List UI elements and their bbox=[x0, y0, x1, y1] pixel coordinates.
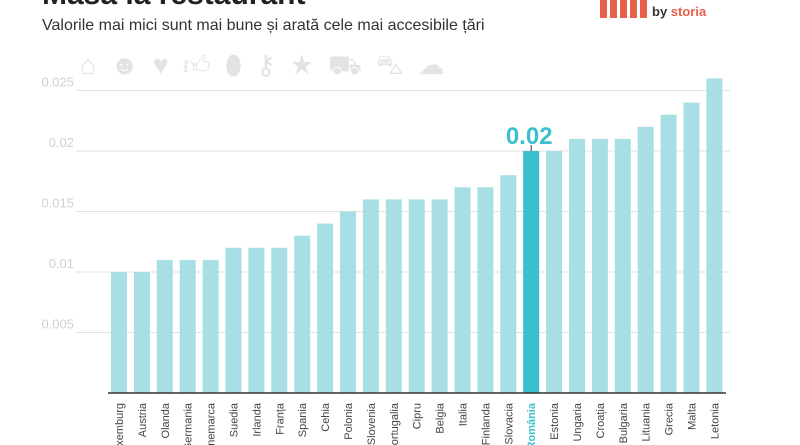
bar bbox=[317, 223, 334, 393]
bar bbox=[111, 272, 127, 393]
bar bbox=[294, 235, 311, 393]
x-tick-label: Estonia bbox=[549, 402, 561, 440]
bar bbox=[706, 78, 723, 394]
bar bbox=[408, 199, 425, 393]
bar bbox=[454, 187, 471, 393]
x-tick-label: Lituania bbox=[641, 402, 653, 441]
x-tick-label: Bulgaria bbox=[618, 402, 630, 443]
bar bbox=[546, 151, 563, 393]
bar bbox=[225, 247, 242, 393]
x-tick-label: Letonia bbox=[709, 402, 721, 439]
x-tick-label: Irlanda bbox=[251, 402, 263, 437]
bar bbox=[431, 199, 448, 393]
bar bbox=[385, 199, 402, 393]
pin-icon: ⬮ bbox=[224, 50, 242, 80]
x-tick-label: Olanda bbox=[160, 402, 172, 438]
bar bbox=[614, 138, 631, 393]
bar bbox=[133, 272, 150, 393]
x-tick-label: Malta bbox=[687, 402, 699, 430]
x-tick-label: Slovacia bbox=[503, 402, 515, 444]
x-tick-label: Austria bbox=[137, 402, 149, 437]
home-icon: ⌂ bbox=[80, 50, 97, 80]
bar bbox=[523, 151, 540, 393]
y-tick-label: 0.025 bbox=[41, 75, 74, 90]
x-tick-label: Italia bbox=[458, 402, 470, 426]
bar bbox=[340, 211, 356, 393]
x-tick-label: Ungaria bbox=[572, 402, 584, 441]
car-icon: ⛟ bbox=[327, 50, 362, 80]
bar bbox=[179, 259, 196, 393]
bar bbox=[271, 247, 288, 393]
chef-hat-icon: ☁ bbox=[417, 50, 445, 80]
x-tick-label: Cipru bbox=[412, 403, 424, 429]
heart-icon: ♥ bbox=[152, 50, 169, 80]
key-icon: ⚷ bbox=[255, 50, 276, 80]
bar bbox=[660, 114, 677, 393]
x-tick-label: Croația bbox=[595, 402, 607, 438]
chart-subtitle: Valorile mai mici sunt mai bune și arată… bbox=[42, 17, 485, 34]
highlight-value-label: 0.02 bbox=[506, 123, 553, 150]
x-tick-label: Germania bbox=[183, 402, 195, 445]
x-tick-label: Spania bbox=[297, 402, 309, 437]
cart-icon: ⛍ bbox=[375, 50, 404, 80]
bar bbox=[248, 247, 265, 393]
bar bbox=[683, 102, 700, 393]
x-tick-label: Slovenia bbox=[366, 402, 378, 445]
star-icon: ★ bbox=[289, 50, 314, 80]
x-tick-label: Grecia bbox=[664, 402, 676, 435]
bar bbox=[156, 259, 173, 393]
logo-icon bbox=[600, 0, 647, 18]
bar bbox=[500, 175, 517, 393]
x-tick-label: Portugalia bbox=[389, 402, 401, 445]
x-tick-label: Belgia bbox=[435, 402, 447, 433]
bar bbox=[637, 126, 654, 394]
y-tick-label: 0.005 bbox=[41, 317, 74, 332]
y-tick-label: 0.02 bbox=[49, 135, 74, 150]
x-tick-label: Cehia bbox=[320, 402, 332, 432]
bar bbox=[591, 138, 608, 393]
y-tick-label: 0.015 bbox=[41, 196, 74, 211]
x-tick-label: Finlanda bbox=[480, 402, 492, 445]
bar bbox=[362, 199, 379, 393]
bar bbox=[569, 138, 585, 393]
chart-title: Masă la restaurant bbox=[42, 0, 305, 12]
x-tick-label: România bbox=[526, 402, 538, 445]
x-tick-label: Suedia bbox=[229, 402, 241, 437]
x-tick-label: Luxemburg bbox=[114, 403, 126, 445]
y-tick-label: 0.01 bbox=[49, 256, 74, 271]
x-tick-label: Danemarca bbox=[206, 402, 218, 445]
logo-text: by storia bbox=[652, 4, 707, 19]
smiley-icon: ☻ bbox=[110, 50, 139, 80]
x-tick-label: Polonia bbox=[343, 402, 355, 440]
thumbs-up-icon: 👍︎ bbox=[182, 50, 211, 80]
bar bbox=[202, 259, 219, 393]
icon-row: ⌂ ☻ ♥ 👍︎ ⬮ ⚷ ★ ⛟ ⛍ ☁ bbox=[80, 50, 445, 85]
bar bbox=[477, 187, 494, 393]
x-tick-label: Franța bbox=[274, 402, 286, 435]
